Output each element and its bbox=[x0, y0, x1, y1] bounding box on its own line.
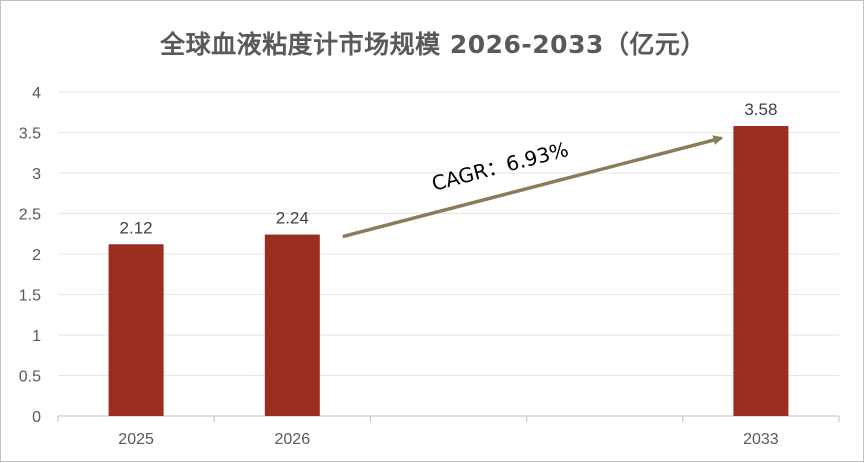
y-tick-label: 1.5 bbox=[19, 288, 41, 305]
data-label-2026: 2.24 bbox=[276, 209, 309, 228]
x-tick-label: 2033 bbox=[743, 431, 779, 448]
x-axis bbox=[57, 415, 840, 422]
gridlines bbox=[58, 91, 839, 376]
x-tick-label: 2026 bbox=[275, 431, 311, 448]
bar-2033 bbox=[733, 126, 789, 417]
y-tick-label: 4 bbox=[32, 85, 41, 102]
x-tick-label: 2025 bbox=[118, 431, 154, 448]
bar-2026 bbox=[264, 234, 320, 416]
cagr-annotation: CAGR：6.93% bbox=[342, 135, 724, 239]
x-tick-labels: 2025 2026 2033 bbox=[118, 431, 778, 448]
y-axis: 0 0.5 1 1.5 2 2.5 3 3.5 4 bbox=[19, 85, 41, 426]
cagr-arrow bbox=[342, 135, 724, 239]
chart-title: 全球血液粘度计市场规模 2026-2033（亿元） bbox=[160, 30, 706, 59]
bars bbox=[108, 126, 789, 417]
y-tick-label: 3 bbox=[32, 166, 41, 183]
y-tick-label: 0.5 bbox=[19, 369, 41, 386]
y-tick-label: 2 bbox=[32, 247, 41, 264]
y-tick-label: 1 bbox=[32, 328, 41, 345]
bar-2025 bbox=[108, 244, 164, 416]
cagr-label: CAGR：6.93% bbox=[429, 137, 571, 196]
y-tick-label: 0 bbox=[32, 409, 41, 426]
data-label-2033: 3.58 bbox=[744, 100, 777, 119]
y-tick-label: 2.5 bbox=[19, 207, 41, 224]
data-label-2025: 2.12 bbox=[120, 218, 153, 237]
data-labels: 2.12 2.24 3.58 bbox=[120, 100, 778, 237]
y-tick-label: 3.5 bbox=[19, 126, 41, 143]
